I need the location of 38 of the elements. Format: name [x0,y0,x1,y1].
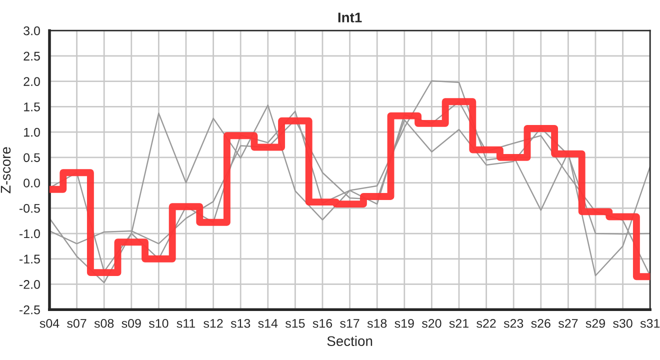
x-tick-label: s12 [204,318,223,328]
chart-title: Int1 [338,12,362,22]
x-tick-label: s30 [613,318,632,328]
x-tick-label: s13 [230,318,250,328]
x-tick-label: s19 [394,318,414,328]
x-axis-title: Section [327,336,372,346]
y-tick-label: -2.5 [19,305,40,314]
y-tick-label: 0.0 [24,178,40,188]
x-tick-label: s10 [148,318,168,328]
y-tick-label: -0.5 [19,204,40,213]
x-tick-label: s08 [94,318,114,328]
y-tick-label: -1.0 [19,229,40,238]
y-tick-label: 0.5 [24,153,40,162]
x-tick-label: s29 [586,318,605,328]
y-tick-label: 2.0 [24,77,40,86]
x-tick-label: s07 [67,318,86,328]
x-tick-label: s26 [531,318,550,328]
x-tick-label: s16 [312,318,332,328]
x-tick-label: s15 [285,319,305,328]
x-tick-label: s09 [122,318,141,328]
x-tick-label: s23 [504,318,524,328]
y-tick-label: -1.5 [19,254,40,264]
x-tick-label: s17 [340,319,360,328]
x-tick-label: s21 [449,318,468,328]
x-tick-label: s27 [558,318,578,328]
y-tick-label: 1.5 [24,102,40,112]
x-tick-label: s20 [422,318,442,328]
x-tick-label: s18 [367,318,387,328]
y-axis-title: Z-score [0,147,11,194]
x-tick-label: s22 [476,318,496,328]
x-tick-label: s04 [40,318,60,328]
y-tick-label: -2.0 [19,280,40,289]
x-tick-label: s31 [640,318,660,328]
y-tick-label: 3.0 [24,26,40,36]
y-tick-label: 2.5 [24,52,40,61]
x-tick-label: s14 [258,319,278,328]
x-tick-label: s11 [176,319,196,328]
y-tick-label: 1.0 [24,128,40,137]
